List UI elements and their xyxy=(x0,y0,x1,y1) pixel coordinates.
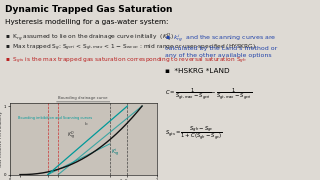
Text: $K^D_{rg}$: $K^D_{rg}$ xyxy=(67,129,76,142)
Text: Dynamic Trapped Gas Saturation: Dynamic Trapped Gas Saturation xyxy=(5,4,172,14)
Text: Hysteresis modelling for a gas-water system:: Hysteresis modelling for a gas-water sys… xyxy=(5,19,168,25)
Text: ▪  $k^i_{rg}$  and the scanning curves are
calculated by the Land’s method or
an: ▪ $k^i_{rg}$ and the scanning curves are… xyxy=(165,32,277,58)
Text: ▪  *HSKRG *LAND: ▪ *HSKRG *LAND xyxy=(165,68,229,74)
Text: Bounding imbibition and Scanning curves: Bounding imbibition and Scanning curves xyxy=(19,116,93,120)
Text: $S_{gts} = \dfrac{S_{gh}-S_{gc}}{1+C(S_{gh}-S_{gc})}$: $S_{gts} = \dfrac{S_{gh}-S_{gc}}{1+C(S_{… xyxy=(165,124,222,142)
Text: $K^i_{rg}$: $K^i_{rg}$ xyxy=(111,147,120,159)
Text: $C = \dfrac{1}{S_{gt,max}-S_{gcri}} - \dfrac{1}{S_{gt,max}-S_{gcri}}$: $C = \dfrac{1}{S_{gt,max}-S_{gcri}} - \d… xyxy=(165,86,252,102)
Text: ▪  Max trapped S$_g$: S$_{gcri}$ < S$_{gt,max}$ < 1 − S$_{wcon}$ : mid range or : ▪ Max trapped S$_g$: S$_{gcri}$ < S$_{gt… xyxy=(5,43,256,53)
Text: ▪  K$_{rg}$ assumed to lie on the drainage curve initially  ($K^D_{rg}$): ▪ K$_{rg}$ assumed to lie on the drainag… xyxy=(5,31,174,44)
Text: b: b xyxy=(85,122,87,126)
Text: Bounding drainage curve: Bounding drainage curve xyxy=(59,96,108,100)
Text: ▪  S$_{gts}$ is the max trapped gas saturation corresponding to reversal saturat: ▪ S$_{gts}$ is the max trapped gas satur… xyxy=(5,56,246,66)
Y-axis label: Gas Relative Permeability: Gas Relative Permeability xyxy=(0,111,3,167)
